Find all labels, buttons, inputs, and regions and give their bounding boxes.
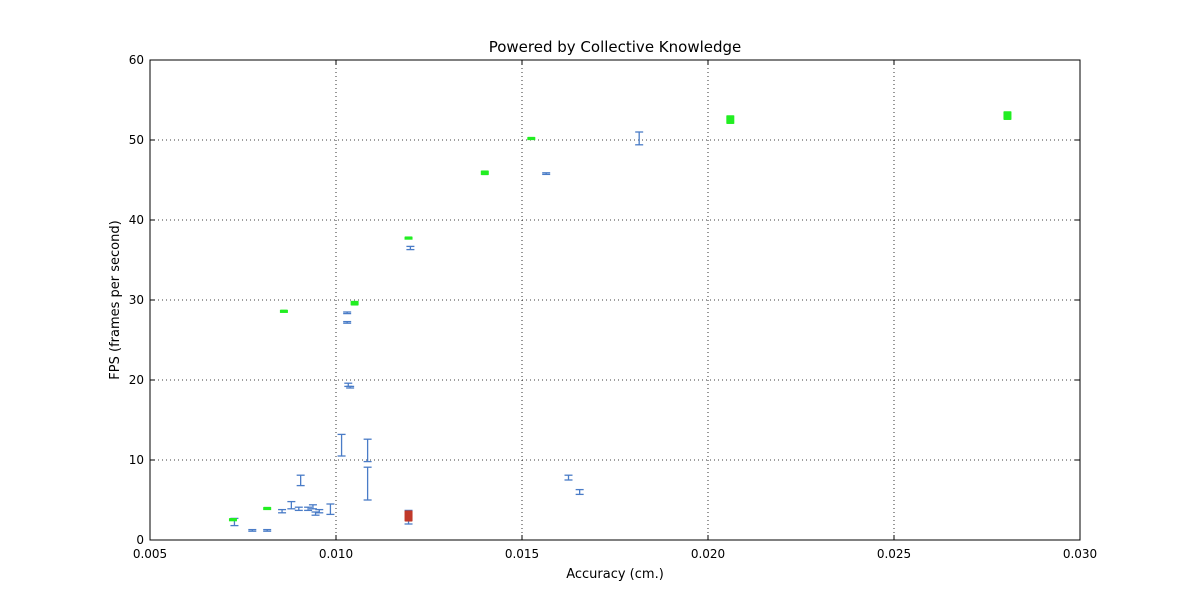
data-point [404, 510, 413, 522]
y-tick-label: 40 [129, 213, 144, 227]
data-point [406, 245, 415, 251]
data-point [263, 506, 272, 511]
data-point [287, 500, 296, 510]
axis-ticks: 0.005 0.010 0.015 0.020 0.025 0.030 0 10 20 30 40 5… [129, 53, 1097, 561]
data-point [294, 506, 303, 512]
x-tick-label: 0.010 [319, 547, 353, 561]
data-point [296, 474, 305, 487]
data-point [1003, 111, 1012, 120]
data-point [279, 309, 288, 313]
data-point [326, 503, 335, 516]
data-point [248, 528, 257, 532]
x-tick-label: 0.025 [877, 547, 911, 561]
y-tick-label: 20 [129, 373, 144, 387]
data-point [343, 311, 352, 315]
data-point [308, 504, 317, 510]
chart-title: Powered by Collective Knowledge [489, 38, 742, 56]
y-tick-label: 60 [129, 53, 144, 67]
data-point [278, 508, 287, 514]
error-box [1003, 111, 1012, 120]
data-point [363, 466, 372, 501]
data-point [315, 508, 324, 514]
x-tick-label: 0.005 [133, 547, 167, 561]
data-point [343, 320, 352, 324]
grid-lines [150, 60, 1080, 540]
data-point [350, 300, 359, 306]
data-point [635, 131, 644, 146]
data-point [542, 172, 551, 176]
data-point [363, 438, 372, 463]
data-point [346, 385, 355, 389]
data-point [337, 433, 346, 457]
data-point [726, 115, 735, 124]
y-tick-label: 10 [129, 453, 144, 467]
data-point [304, 506, 313, 512]
x-tick-label: 0.030 [1063, 547, 1097, 561]
data-point [575, 488, 584, 496]
y-axis-label: FPS (frames per second) [108, 220, 123, 379]
y-tick-label: 0 [136, 533, 144, 547]
data-points [228, 111, 1012, 532]
y-tick-label: 50 [129, 133, 144, 147]
data-point [480, 170, 489, 176]
error-box [404, 510, 413, 522]
x-tick-label: 0.015 [505, 547, 539, 561]
data-point [564, 474, 573, 481]
y-tick-label: 30 [129, 293, 144, 307]
x-axis-label: Accuracy (cm.) [566, 567, 664, 582]
error-box [726, 115, 735, 124]
x-tick-label: 0.020 [691, 547, 725, 561]
data-point [228, 518, 237, 522]
data-point [263, 528, 272, 532]
data-point [404, 236, 413, 240]
data-point [527, 136, 536, 141]
